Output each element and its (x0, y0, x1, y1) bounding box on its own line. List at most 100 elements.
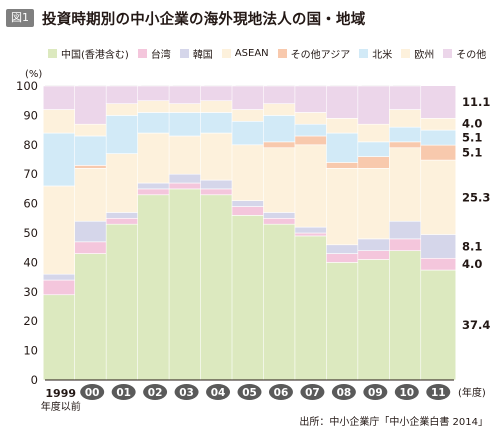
x-tick-label: 03 (179, 387, 194, 399)
y-tick-label: 70 (23, 167, 38, 181)
legend-item: その他アジア (277, 46, 350, 61)
bar-segment (137, 112, 173, 134)
bar-segment (263, 103, 299, 116)
bar-segment (168, 188, 205, 381)
legend-label: その他 (456, 50, 487, 61)
bar-segment (137, 132, 173, 184)
bar-segment (200, 112, 236, 134)
bar-segment (263, 147, 299, 213)
x-tick-badge (268, 384, 293, 400)
x-tick-badge (80, 384, 105, 400)
bar-segment (74, 168, 110, 222)
bar-segment (168, 103, 205, 113)
bar-segment (231, 200, 268, 207)
x-tick-badge (394, 384, 419, 400)
bar-segment (231, 215, 268, 381)
bar-segment (326, 162, 362, 169)
bar-segment (200, 194, 236, 381)
value-label: 11.1 (462, 95, 490, 109)
legend-item: 台湾 (137, 46, 171, 61)
y-tick-label: 80 (23, 138, 38, 152)
bar-segment (168, 135, 205, 175)
x-tick-label: 08 (337, 387, 352, 399)
x-tick-label: 11 (431, 387, 446, 399)
x-tick-label: 10 (399, 387, 414, 399)
bar-segment (389, 220, 425, 240)
bar-segment (231, 109, 268, 122)
legend-swatch (277, 49, 287, 58)
bar-segment (326, 168, 362, 246)
x-tick-label: 06 (274, 387, 289, 399)
bar-segment (168, 85, 205, 104)
bar-segment (326, 85, 362, 119)
bar-segment (137, 188, 173, 196)
x-tick-badge (300, 384, 325, 400)
y-tick-label: 50 (23, 226, 38, 240)
legend-item: 韓国 (179, 46, 213, 61)
chart-legend: 中国(香港含む) 台湾 韓国 ASEAN その他アジア 北米 欧州 その他 (48, 46, 495, 61)
legend-item: その他 (443, 46, 486, 61)
bar-segment (74, 165, 110, 169)
legend-item: 中国(香港含む) (48, 46, 129, 61)
bar-segment (326, 262, 362, 381)
value-label: 5.1 (462, 146, 482, 160)
bar-segment (137, 182, 173, 190)
bar-segment (389, 250, 425, 381)
bar-segment (105, 153, 142, 213)
legend-label: 台湾 (150, 50, 171, 61)
x-tick-badge (206, 384, 231, 400)
bar-segment (420, 85, 457, 119)
bar-segment (105, 212, 142, 219)
y-tick-label: 40 (23, 255, 38, 269)
value-label: 37.4 (462, 318, 490, 332)
x-axis-unit: (年度) (458, 386, 486, 399)
value-label: 4.0 (462, 117, 482, 131)
bar-segment (294, 232, 331, 237)
x-tick-badge (111, 384, 136, 400)
x-tick-label-sub: 年度以前 (41, 400, 81, 413)
bar-segment (105, 103, 142, 116)
bar-segment (168, 173, 205, 184)
bar-segment (389, 238, 425, 251)
bar-segment (42, 279, 79, 296)
bar-segment (168, 182, 205, 190)
bar-segment (357, 141, 394, 157)
bar-segment (263, 212, 299, 219)
legend-label: ASEAN (234, 48, 269, 59)
y-tick-label: 100 (16, 79, 38, 93)
bar-segment (294, 85, 331, 113)
bar-segment (326, 253, 362, 263)
bar-segment (357, 123, 394, 143)
legend-item: 北米 (359, 46, 392, 61)
x-tick-label: 04 (211, 387, 226, 399)
bar-segment (294, 226, 331, 234)
x-tick-badge (363, 384, 388, 400)
source-note: 出所：中小企業庁「中小企業白書 2014」 (299, 417, 488, 428)
x-tick-badge (174, 384, 199, 400)
legend-item: 欧州 (401, 46, 434, 61)
legend-label: 中国(香港含む) (61, 50, 129, 61)
x-tick-label: 02 (148, 387, 163, 399)
bar-segment (357, 156, 394, 169)
bar-segment (263, 218, 299, 225)
bar-segment (389, 141, 425, 149)
bar-segment (74, 135, 110, 166)
bar-segment (294, 112, 331, 125)
y-tick-label: 90 (23, 108, 38, 122)
x-tick-badge (426, 384, 451, 400)
legend-label: 北米 (372, 50, 393, 61)
bar-segment (294, 235, 331, 381)
legend-swatch (179, 49, 189, 58)
value-label: 5.1 (462, 131, 482, 145)
bar-segment (137, 85, 173, 101)
figure-badge: 図1 (6, 9, 34, 27)
bar-segment (200, 188, 236, 196)
bar-segment (231, 85, 268, 110)
x-tick-badge (237, 384, 262, 400)
bar-segment (294, 123, 331, 137)
bar-segment (420, 144, 457, 161)
bar-segment (357, 250, 394, 260)
bar-segment (74, 241, 110, 254)
x-tick-badge (143, 384, 168, 400)
bar-segment (74, 123, 110, 137)
